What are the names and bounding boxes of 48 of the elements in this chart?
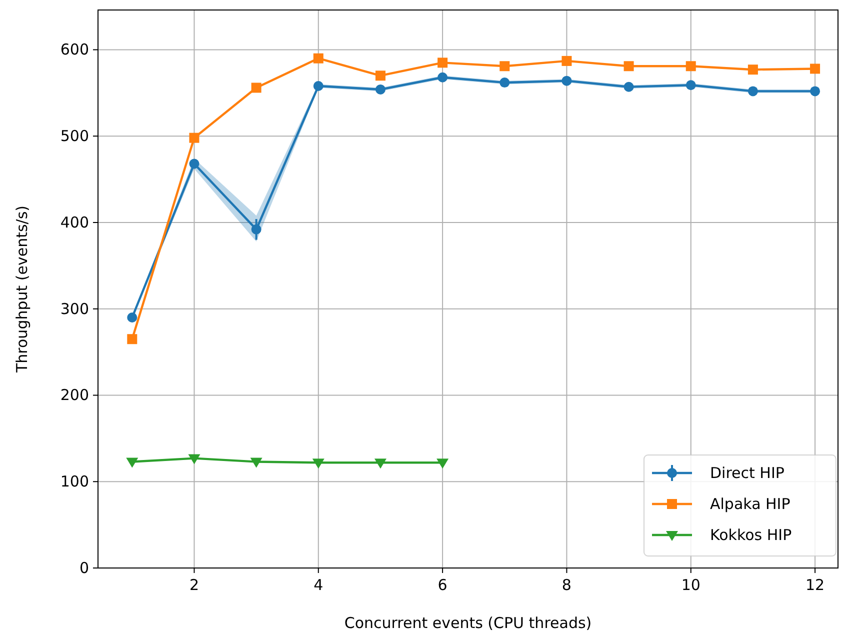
x-tick-label: 10 bbox=[681, 576, 700, 594]
point bbox=[438, 72, 448, 82]
legend-label: Direct HIP bbox=[710, 464, 784, 482]
y-tick-label: 200 bbox=[60, 386, 89, 404]
point bbox=[188, 454, 200, 464]
point bbox=[748, 64, 758, 75]
point bbox=[189, 132, 200, 143]
point bbox=[810, 64, 820, 74]
point bbox=[251, 82, 262, 93]
y-tick-label: 100 bbox=[60, 472, 89, 491]
point bbox=[250, 458, 262, 468]
point bbox=[562, 56, 572, 66]
point bbox=[810, 86, 820, 96]
x-tick-label: 12 bbox=[805, 576, 825, 594]
y-tick-label: 0 bbox=[79, 559, 89, 577]
point bbox=[500, 61, 510, 72]
point bbox=[374, 458, 386, 469]
point bbox=[189, 158, 200, 169]
point bbox=[375, 84, 386, 94]
x-tick-label: 8 bbox=[562, 576, 572, 594]
point bbox=[251, 224, 262, 234]
y-tick-label: 500 bbox=[60, 127, 89, 146]
point bbox=[375, 70, 386, 81]
point bbox=[313, 53, 324, 64]
point bbox=[126, 458, 138, 468]
y-tick-label: 600 bbox=[60, 40, 89, 59]
point bbox=[436, 458, 449, 469]
point bbox=[624, 82, 634, 92]
point bbox=[748, 86, 758, 96]
point bbox=[313, 81, 324, 92]
legend-label: Alpaka HIP bbox=[710, 495, 790, 513]
point bbox=[686, 80, 696, 90]
y-tick-label: 300 bbox=[60, 300, 89, 318]
point bbox=[624, 61, 634, 72]
legend-label: Kokkos HIP bbox=[710, 526, 792, 544]
point bbox=[500, 78, 510, 88]
point bbox=[312, 458, 324, 469]
x-tick-label: 2 bbox=[189, 576, 199, 594]
point bbox=[562, 76, 572, 86]
point bbox=[686, 61, 696, 72]
point bbox=[438, 58, 448, 68]
y-axis-title: Throughput (events/s) bbox=[13, 205, 31, 374]
x-tick-label: 6 bbox=[438, 576, 448, 594]
x-tick-label: 4 bbox=[314, 576, 324, 594]
point bbox=[127, 334, 138, 344]
y-tick-label: 400 bbox=[60, 213, 89, 232]
x-axis-title: Concurrent events (CPU threads) bbox=[344, 614, 592, 632]
point bbox=[127, 312, 138, 323]
